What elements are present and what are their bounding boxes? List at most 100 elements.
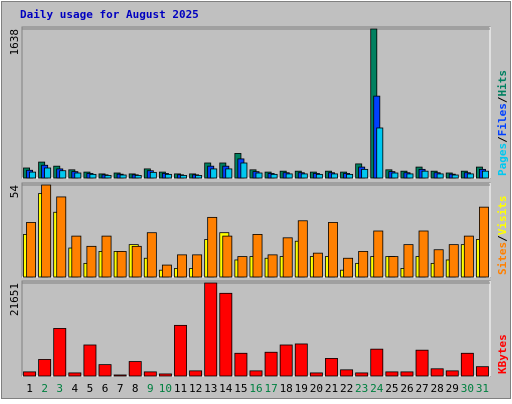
bar [219,292,233,377]
x-tick-label: 5 [87,382,94,395]
bar [59,170,67,179]
bar [134,175,142,179]
x-tick-label: 23 [355,382,368,395]
bar [192,254,203,278]
bar [68,372,82,377]
bar [451,174,459,179]
bar [391,172,399,179]
legend-separator: / [496,136,509,143]
bar [252,234,263,278]
bar [119,174,127,179]
bar [131,245,142,278]
bar [128,361,142,377]
legend: KBytes [496,334,509,374]
bar [358,251,369,278]
x-tick-label: 22 [340,382,353,395]
bar [23,371,36,377]
bar [195,175,203,179]
x-tick-label: 19 [295,382,308,395]
bar [270,173,278,179]
bar [460,352,474,377]
bar [222,235,233,278]
bar [255,172,263,179]
bar [433,249,444,278]
bar [421,170,429,179]
bar [207,216,218,278]
bar [177,254,187,278]
bar [315,173,323,179]
bar [41,184,52,278]
bar [264,351,278,377]
bar [343,257,354,278]
bar [74,172,82,179]
bar [346,173,354,179]
x-tick-label: 18 [280,382,293,395]
y-tick-label: 1638 [8,29,21,56]
x-tick-label: 6 [102,382,109,395]
legend-entry: Hits [496,70,509,97]
legend-entry: Files [496,103,509,136]
bar [189,370,203,377]
x-tick-label: 14 [219,382,233,395]
x-tick-label: 8 [132,382,139,395]
x-tick-label: 30 [461,382,474,395]
bar [29,171,36,179]
bar [56,196,67,278]
chart-title: Daily usage for August 2025 [20,8,199,21]
bar [340,369,354,377]
x-tick-label: 24 [370,382,384,395]
bar [406,173,414,179]
x-tick-label: 12 [189,382,202,395]
x-tick-label: 25 [385,382,398,395]
bar [355,372,369,377]
bar [116,251,127,278]
bar [325,358,338,377]
bar [312,252,323,278]
panel [21,26,491,179]
bar [445,370,459,377]
x-tick-label: 10 [159,382,172,395]
bar [282,237,293,278]
bar [161,264,172,278]
bar [249,370,263,377]
legend-entry: Sites [496,242,509,275]
bar [89,173,97,179]
legend: Pages/Files/Hits [496,70,509,176]
x-tick-label: 2 [41,382,48,395]
bar [294,343,308,377]
bar [328,222,338,278]
bar [361,168,369,179]
x-tick-label: 21 [325,382,338,395]
x-tick-label: 15 [234,382,247,395]
legend-entry: KBytes [496,334,509,374]
x-tick-label: 7 [117,382,124,395]
x-tick-label: 28 [431,382,444,395]
x-tick-label: 20 [310,382,323,395]
bar [237,256,248,278]
legend-separator: / [496,96,509,103]
bar [174,324,187,377]
legend-entry: Pages [496,143,509,176]
bar [418,230,429,278]
bar [331,173,338,179]
bar [466,173,474,179]
bar [210,168,218,179]
x-tick-label: 16 [249,382,262,395]
bar [38,359,52,377]
bar [204,282,218,377]
bar [71,235,82,278]
bar [297,220,308,278]
bar [158,373,172,377]
x-tick-label: 29 [446,382,459,395]
bar [463,235,474,278]
legend: Sites/Visits [496,196,509,276]
x-tick-label: 17 [264,382,277,395]
bar [240,162,248,179]
bar [234,352,248,377]
bar [53,328,67,377]
bar [436,173,444,179]
bar [180,175,187,179]
x-tick-label: 1 [26,382,33,395]
